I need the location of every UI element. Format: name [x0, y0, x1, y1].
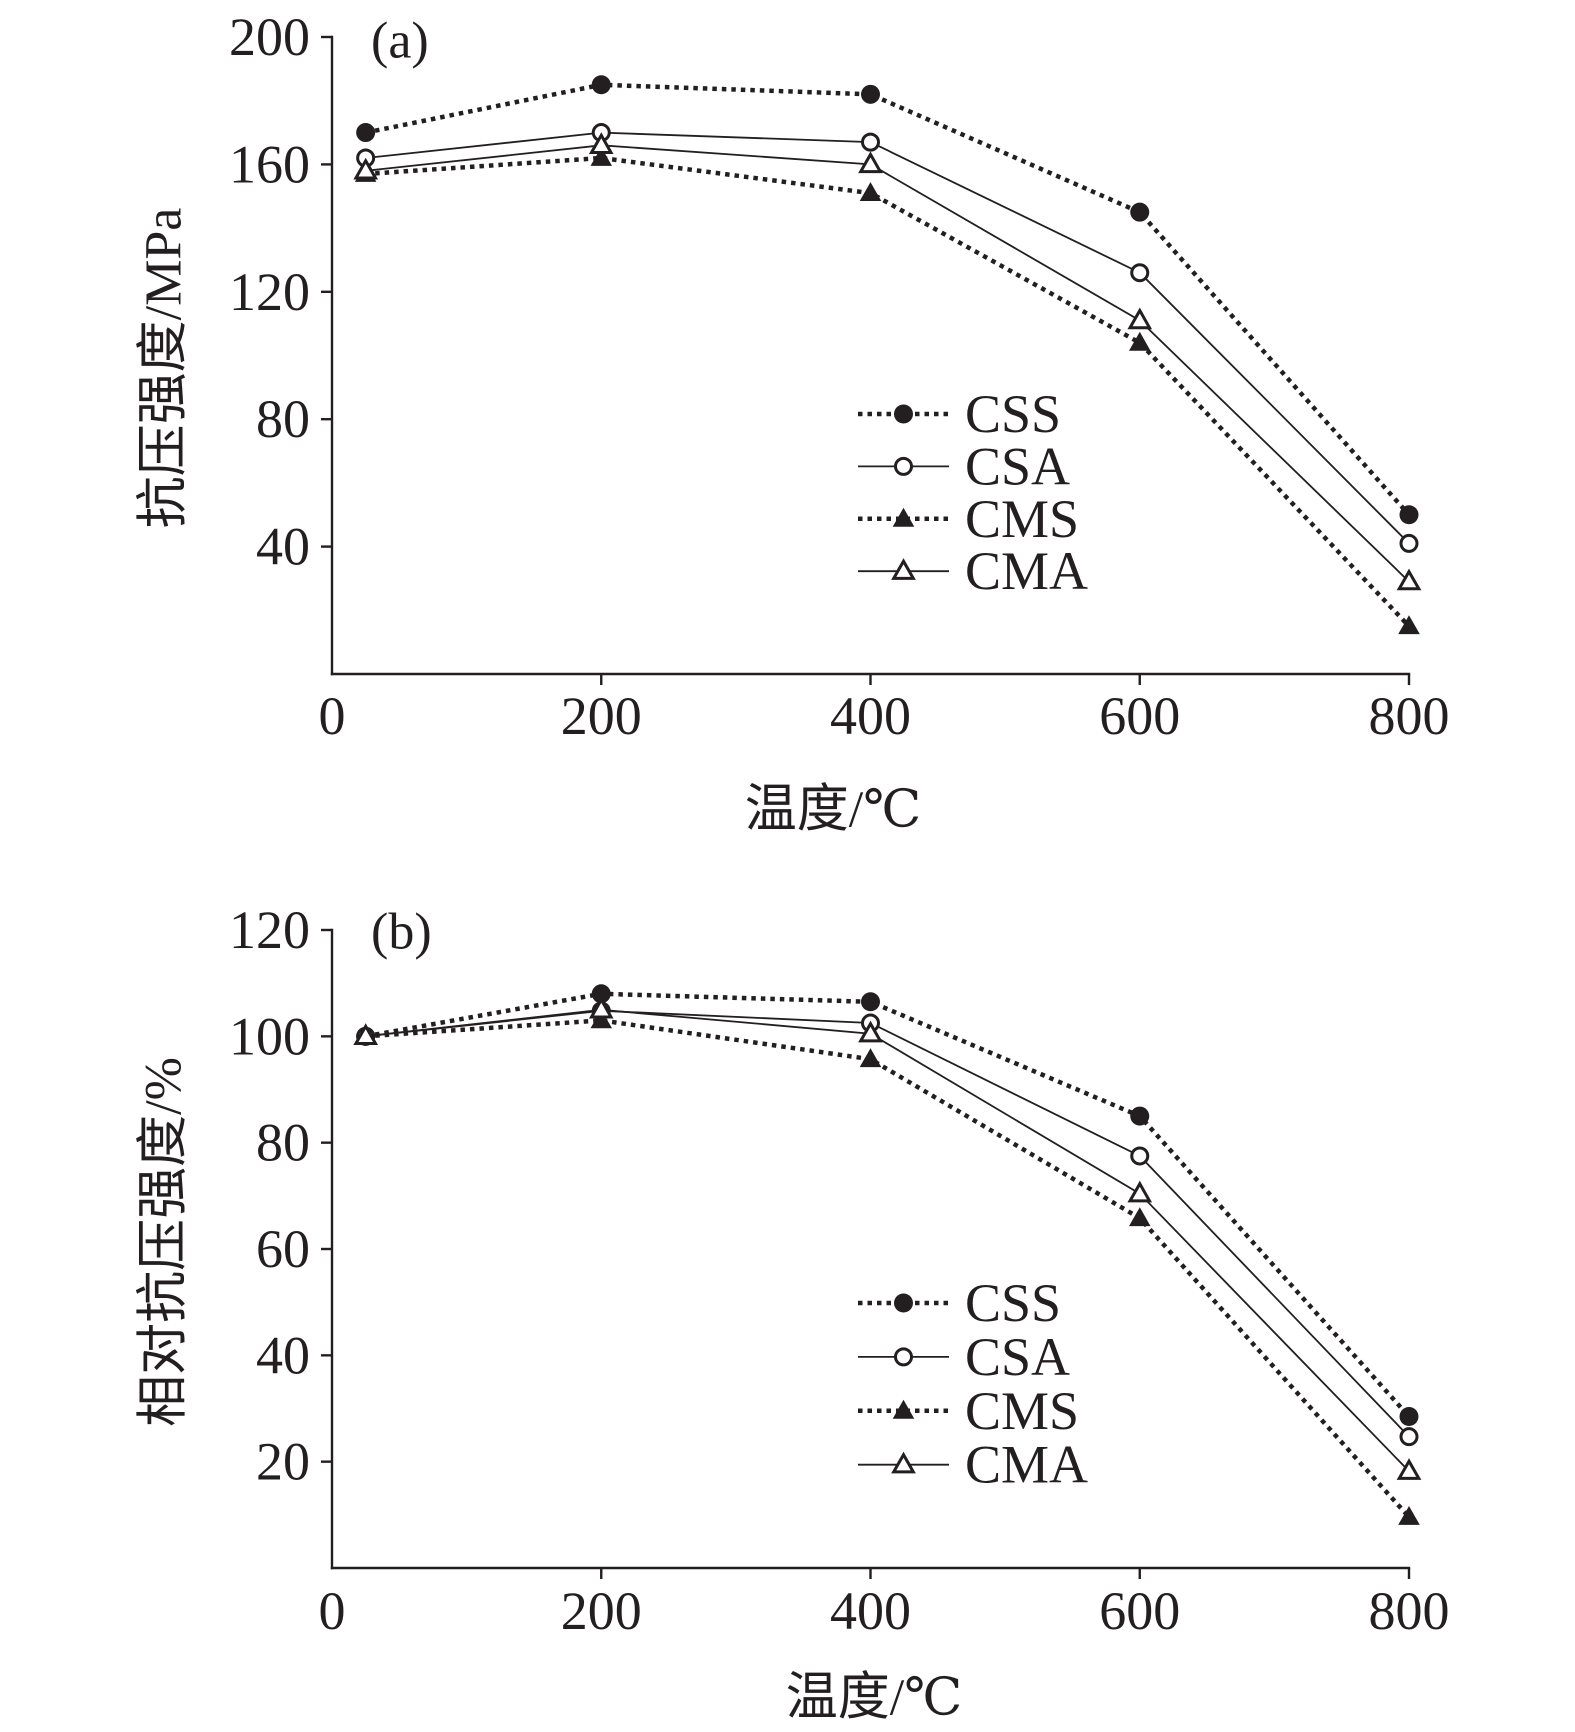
y-tick-label: 80	[256, 389, 310, 449]
x-tick-label: 400	[830, 1581, 911, 1641]
data-point-cma	[1396, 1458, 1422, 1480]
data-point-csa	[1399, 1427, 1419, 1447]
data-point-css	[1399, 1406, 1419, 1426]
y-axis-title: 抗压强度/MPa	[136, 208, 193, 529]
y-tick-label: 160	[229, 134, 310, 194]
data-point-cms	[1398, 1506, 1420, 1525]
data-point-cms	[859, 1048, 882, 1068]
data-point-csa	[1130, 263, 1150, 283]
data-point-css	[861, 992, 880, 1012]
y-tick-label: 120	[229, 900, 310, 960]
legend-marker-icon	[894, 1347, 913, 1367]
legend-item-cms: CMS	[858, 1381, 1079, 1441]
data-point-cma	[858, 151, 883, 174]
legend-marker-icon	[892, 1399, 915, 1419]
series-line-cms	[365, 1018, 1411, 1519]
data-point-css	[591, 75, 611, 95]
panel-label: (a)	[371, 13, 429, 70]
x-tick-label: 400	[830, 686, 911, 746]
series-line-css	[365, 991, 1411, 1419]
y-tick-label: 80	[256, 1113, 310, 1173]
data-points	[353, 75, 1422, 635]
legend-label: CMA	[965, 541, 1088, 601]
x-tick-label: 200	[561, 1581, 642, 1641]
legend-label: CSS	[965, 384, 1061, 444]
legend-marker-icon	[894, 456, 913, 476]
data-point-cms	[1398, 615, 1420, 635]
data-point-css	[356, 123, 376, 143]
legend-marker-icon	[892, 507, 915, 527]
y-tick-label: 40	[256, 1325, 310, 1385]
data-points	[353, 984, 1422, 1525]
y-tick-label: 20	[256, 1432, 310, 1492]
legend-item-cms: CMS	[858, 489, 1079, 549]
data-point-css	[861, 84, 880, 104]
series-line-cms	[365, 155, 1411, 628]
y-axis-title: 相对抗压强度/%	[136, 1057, 193, 1427]
panel-label: (b)	[371, 904, 432, 961]
x-axis-title: 温度/℃	[745, 782, 922, 839]
legend-marker-icon	[891, 558, 916, 580]
data-point-csa	[1130, 1146, 1150, 1166]
series-line-csa	[365, 1009, 1410, 1438]
axes: 20 40 60 80 100 120 0 200 400 600 800	[229, 900, 1450, 1641]
legend-label: CMS	[965, 489, 1079, 549]
series-lines	[365, 991, 1411, 1519]
data-point-csa	[861, 132, 880, 152]
x-tick-label: 0	[319, 686, 346, 746]
legend-item-csa: CSA	[858, 1327, 1070, 1387]
y-tick-label: 60	[256, 1219, 310, 1279]
legend-label: CMA	[965, 1435, 1088, 1495]
x-tick-label: 800	[1369, 686, 1450, 746]
legend-marker-icon	[891, 1451, 916, 1474]
x-tick-label: 200	[561, 686, 642, 746]
y-tick-label: 200	[229, 7, 310, 67]
data-point-cms	[859, 182, 882, 201]
data-point-cma	[1127, 1180, 1153, 1203]
x-tick-label: 600	[1099, 686, 1180, 746]
legend-label: CSS	[965, 1273, 1061, 1333]
data-point-cma	[1396, 568, 1422, 591]
legend-label: CSA	[965, 436, 1070, 496]
data-point-css	[1130, 202, 1150, 222]
y-tick-label: 120	[229, 262, 310, 322]
data-point-cms	[1129, 1207, 1151, 1227]
chart-a: (a) 温度/℃ 抗压强度/MPa 40 80 120 160 200 0 200 400 60…	[136, 7, 1450, 839]
legend-marker-icon	[894, 404, 913, 424]
x-tick-label: 600	[1099, 1581, 1180, 1641]
legend-item-css: CSS	[858, 384, 1061, 444]
data-point-cma	[588, 132, 614, 154]
x-tick-label: 0	[319, 1581, 346, 1641]
data-point-csa	[1399, 533, 1419, 553]
data-point-cma	[858, 1020, 883, 1043]
data-point-cms	[590, 147, 612, 166]
series-line-cma	[365, 144, 1410, 583]
chart-b: (b) 温度/℃ 相对抗压强度/% 20 40 60 80 100 120 0 200 400 6…	[136, 900, 1450, 1727]
legend-item-css: CSS	[858, 1273, 1061, 1333]
x-axis-title: 温度/℃	[786, 1670, 963, 1727]
data-point-cma	[353, 157, 379, 180]
data-point-cma	[588, 996, 614, 1019]
data-point-cma	[1127, 307, 1153, 330]
x-tick-label: 800	[1369, 1581, 1450, 1641]
legend-item-cma: CMA	[858, 541, 1088, 601]
data-point-css	[591, 984, 611, 1004]
axes: 40 80 120 160 200 0 200 400 600 800	[229, 7, 1450, 746]
data-point-cma	[353, 1023, 379, 1045]
data-point-cms	[1129, 331, 1151, 351]
y-tick-label: 100	[229, 1006, 310, 1066]
legend-label: CMS	[965, 1381, 1079, 1441]
data-point-css	[1399, 505, 1419, 525]
y-tick-label: 40	[256, 517, 310, 577]
legend-item-csa: CSA	[858, 436, 1070, 496]
data-point-cms	[590, 1009, 612, 1029]
series-lines	[365, 82, 1411, 628]
legend-item-cma: CMA	[858, 1435, 1088, 1495]
legend-marker-icon	[894, 1293, 913, 1313]
legend-label: CSA	[965, 1327, 1070, 1387]
data-point-css	[1130, 1106, 1150, 1126]
